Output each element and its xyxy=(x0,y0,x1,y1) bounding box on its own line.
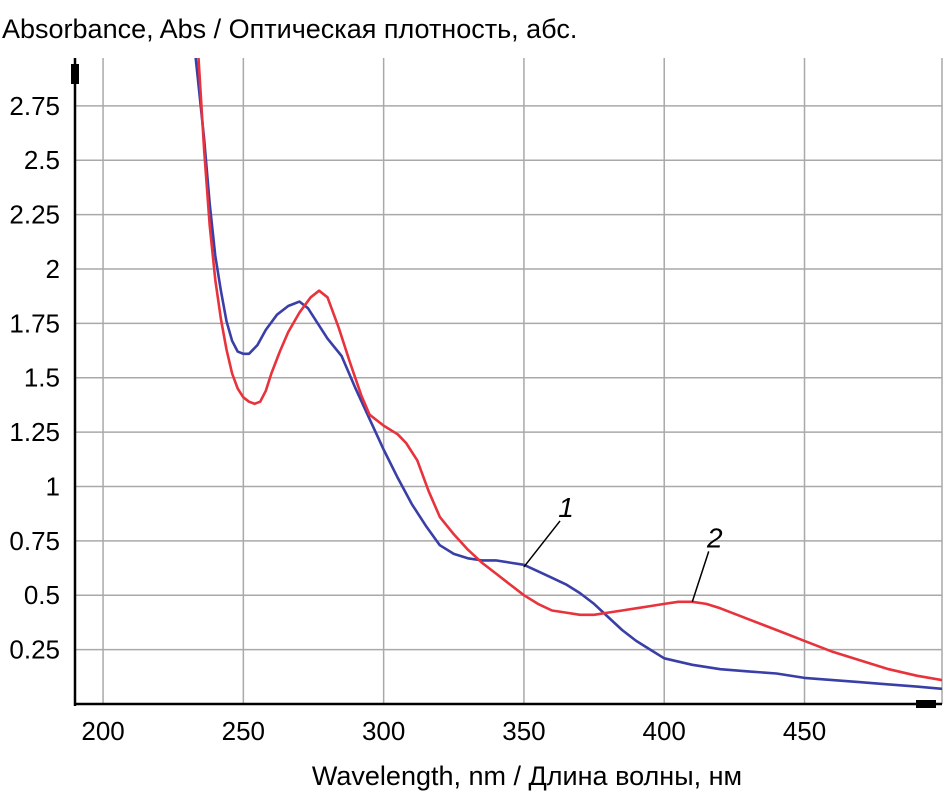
x-tick-label: 400 xyxy=(643,716,686,746)
x-tick-label: 350 xyxy=(502,716,545,746)
y-axis-handle xyxy=(71,64,79,84)
y-tick-label: 2.25 xyxy=(9,200,60,230)
series-lines xyxy=(194,58,942,691)
x-axis-title: Wavelength, nm / Длина волны, нм xyxy=(312,761,742,791)
y-tick-label: 2 xyxy=(46,254,60,284)
x-tick-label: 450 xyxy=(783,716,826,746)
y-tick-label: 2.5 xyxy=(24,145,60,175)
annotation-label: 1 xyxy=(558,492,574,523)
y-tick-label: 0.25 xyxy=(9,635,60,665)
x-tick-label: 300 xyxy=(362,716,405,746)
series-line-1 xyxy=(194,58,942,691)
y-tick-label: 1.25 xyxy=(9,417,60,447)
y-tick-labels: 0.25 0.5 0.75 1 1.25 1.5 1.75 2 2.25 2.5 2.75 xyxy=(9,91,60,665)
annotation-leader xyxy=(691,551,710,603)
x-axis-handle xyxy=(916,700,936,708)
annotation-leader xyxy=(523,520,561,568)
x-tick-labels: 200 250 300 350 400 450 xyxy=(81,716,826,746)
x-tick-label: 250 xyxy=(222,716,265,746)
y-tick-label: 1 xyxy=(46,471,60,501)
x-tick-label: 200 xyxy=(81,716,124,746)
y-tick-label: 1.5 xyxy=(24,363,60,393)
y-tick-label: 1.75 xyxy=(9,308,60,338)
series-line-2 xyxy=(197,58,942,682)
y-tick-label: 2.75 xyxy=(9,91,60,121)
grid xyxy=(75,58,943,704)
y-tick-label: 0.75 xyxy=(9,526,60,556)
annotation-label: 2 xyxy=(706,522,723,553)
annotations: 12 xyxy=(523,492,723,603)
y-axis-title: Absorbance, Abs / Оптическая плотность, … xyxy=(2,14,577,44)
axes xyxy=(71,58,942,708)
y-tick-label: 0.5 xyxy=(24,580,60,610)
